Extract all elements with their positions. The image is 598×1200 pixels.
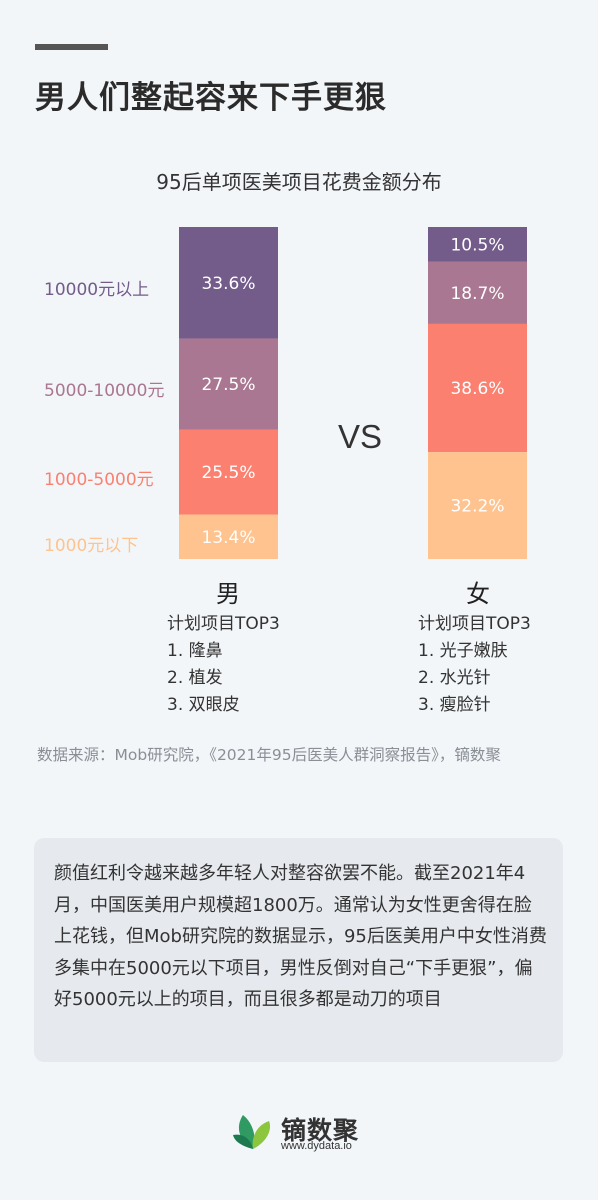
summary-box: 颜值红利令越来越多年轻人对整容欲罢不能。截至2021年4月，中国医美用户规模超1… xyxy=(34,838,563,1062)
female-top3-title: 计划项目TOP3 xyxy=(418,614,531,634)
stacked-bar-chart: 33.6% 27.5% 25.5% 13.4% 10.5% 18.7% 38.6% 32.2% xyxy=(179,227,527,559)
male-top3: 计划项目TOP3 1. 隆鼻 2. 植发 3. 双眼皮 xyxy=(167,611,280,719)
male-bar-segment-2 xyxy=(179,338,278,430)
male-label: 男 xyxy=(216,580,240,608)
male-bar-segment-1 xyxy=(179,227,278,339)
female-label: 女 xyxy=(466,580,490,608)
chart-title: 95后单项医美项目花费金额分布 xyxy=(156,170,442,194)
female-data-label-3: 38.6% xyxy=(450,379,504,399)
female-data-label-2: 18.7% xyxy=(450,284,504,304)
brand-url: www.dydata.io xyxy=(281,1140,352,1152)
male-bar-segment-4 xyxy=(179,514,278,559)
female-top3-item-3: 3. 瘦脸针 xyxy=(418,695,491,715)
brand-name: 镝数聚 xyxy=(281,1116,360,1145)
female-data-label-1: 10.5% xyxy=(450,235,504,255)
title-accent-bar xyxy=(35,44,108,50)
female-top3-item-2: 2. 水光针 xyxy=(418,668,491,688)
vs-label: VS xyxy=(337,418,383,455)
brand-logo: 镝数聚 www.dydata.io xyxy=(233,1107,373,1157)
female-data-label-4: 32.2% xyxy=(450,497,504,517)
male-bar-segment-3 xyxy=(179,429,278,515)
male-data-label-2: 27.5% xyxy=(201,375,255,395)
female-top3: 计划项目TOP3 1. 光子嫩肤 2. 水光针 3. 瘦脸针 xyxy=(418,611,531,719)
female-top3-item-1: 1. 光子嫩肤 xyxy=(418,641,508,661)
male-data-label-4: 13.4% xyxy=(201,528,255,548)
female-bar-segment-2 xyxy=(428,261,527,324)
male-top3-item-3: 3. 双眼皮 xyxy=(167,695,240,715)
male-top3-item-1: 1. 隆鼻 xyxy=(167,641,223,661)
legend-label-under-1000: 1000元以下 xyxy=(44,536,139,556)
female-bar-segment-1 xyxy=(428,227,527,262)
male-top3-title: 计划项目TOP3 xyxy=(167,614,280,634)
legend-label-5000-10000: 5000-10000元 xyxy=(44,381,165,401)
legend-label-1000-5000: 1000-5000元 xyxy=(44,470,154,490)
male-data-label-3: 25.5% xyxy=(201,463,255,483)
male-data-label-1: 33.6% xyxy=(201,274,255,294)
male-top3-item-2: 2. 植发 xyxy=(167,668,223,688)
legend-label-10000-plus: 10000元以上 xyxy=(44,280,150,300)
female-bar-segment-3 xyxy=(428,323,527,453)
female-bar-segment-4 xyxy=(428,452,527,559)
data-source: 数据来源：Mob研究院，《2021年95后医美人群洞察报告》，镝数聚 xyxy=(37,746,501,764)
leaf-logo-icon xyxy=(233,1115,271,1149)
page-title: 男人们整起容来下手更狠 xyxy=(35,80,387,116)
summary-text: 颜值红利令越来越多年轻人对整容欲罢不能。截至2021年4月，中国医美用户规模超1… xyxy=(54,863,547,1010)
